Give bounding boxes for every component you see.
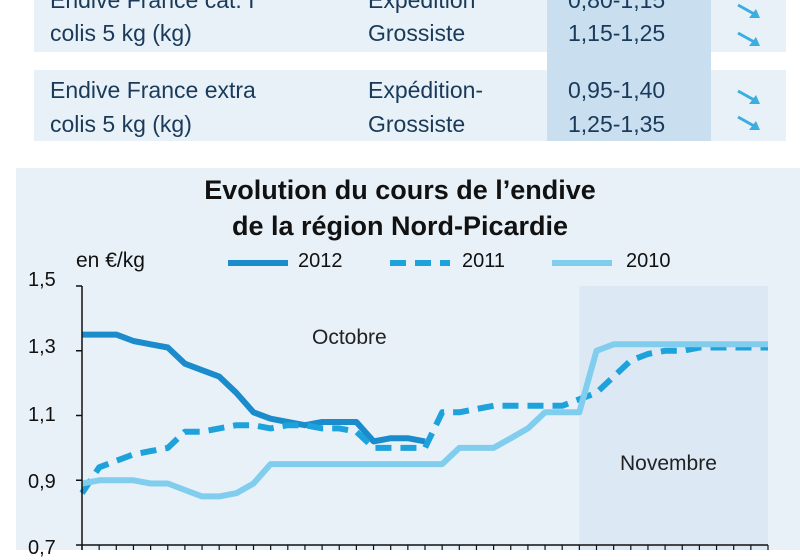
month-label-novembre: Novembre: [620, 452, 717, 475]
series-line-2012: [82, 331, 426, 445]
november-band: [579, 286, 768, 550]
legend-label-2010: 2010: [626, 250, 671, 272]
stage-line1: Expédition-: [368, 77, 484, 103]
down-right-arrow-icon: [737, 31, 760, 46]
product-name-line2: colis 5 kg (kg): [50, 20, 192, 46]
legend-label-2012: 2012: [298, 250, 343, 272]
stage-line2: Grossiste: [368, 20, 466, 46]
price-table: Endive France cat. I colis 5 kg (kg) Exp…: [0, 0, 800, 150]
y-tick-label: 0,9: [28, 471, 56, 493]
legend-label-2011: 2011: [462, 250, 506, 272]
price-range-line2: 1,25-1,35: [568, 111, 666, 137]
stage-line2: Grossiste: [368, 111, 466, 137]
y-tick-label: 1,5: [28, 269, 56, 291]
down-right-arrow-icon: [737, 3, 760, 18]
price-range-line2: 1,15-1,25: [568, 20, 666, 46]
price-range-line1: 0,95-1,40: [568, 77, 666, 103]
price-range-line1: 0,80-1,15: [568, 0, 666, 13]
down-right-arrow-icon: [737, 115, 760, 130]
chart-title-line2: de la région Nord-Picardie: [231, 211, 569, 241]
month-label-octobre: Octobre: [312, 326, 387, 349]
price-column-highlight: [547, 0, 711, 141]
y-axis-unit-label: en €/kg: [76, 249, 145, 272]
series-line-2010: [81, 341, 768, 500]
stage-line1: Expédition: [368, 0, 476, 13]
y-tick-label: 1,1: [28, 404, 56, 426]
product-name-line1: Endive France extra: [50, 77, 256, 103]
product-name-line1: Endive France cat. I: [50, 0, 255, 13]
y-tick-label: 1,3: [28, 336, 56, 358]
y-tick-label: 0,7: [28, 537, 56, 559]
down-right-arrow-icon: [737, 89, 760, 104]
series-line-2011: [79, 344, 768, 495]
chart-title-line1: Evolution du cours de l’endive: [204, 175, 596, 205]
product-name-line2: colis 5 kg (kg): [50, 111, 192, 137]
